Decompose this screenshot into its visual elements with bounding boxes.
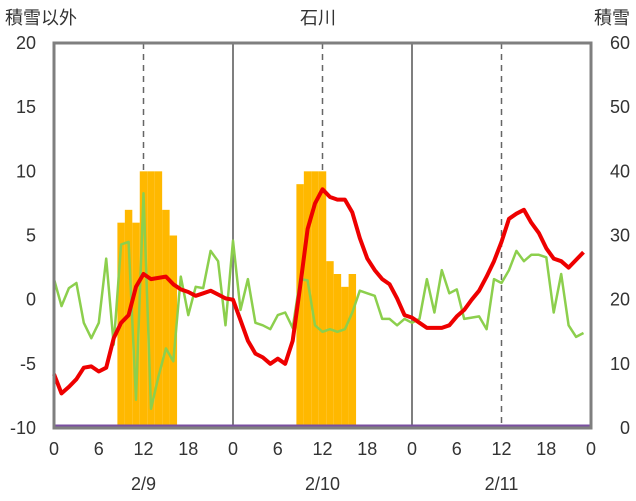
- snow-depth-bar: [296, 184, 304, 428]
- snow-depth-bar: [169, 235, 178, 428]
- x-hour-tick: 12: [312, 439, 332, 459]
- x-hour-tick: 0: [407, 439, 417, 459]
- snow-depth-bar: [147, 171, 155, 429]
- snow-depth-bar: [303, 171, 312, 429]
- snow-depth-bar: [124, 209, 133, 428]
- x-hour-tick: 0: [49, 439, 59, 459]
- x-hour-tick: 6: [94, 439, 104, 459]
- snow-depth-bar: [333, 274, 342, 428]
- x-hour-tick: 6: [273, 439, 283, 459]
- snow-depth-bar: [162, 209, 170, 428]
- left-axis-tick: 10: [16, 161, 36, 181]
- snow-depth-bars: [117, 171, 357, 429]
- plot-frame: [52, 41, 593, 430]
- snow-depth-bar: [139, 171, 148, 429]
- right-axis-tick: 30: [610, 226, 630, 246]
- snow-depth-bar: [326, 261, 334, 428]
- snow-depth-bar: [311, 171, 319, 429]
- right-axis-tick: 50: [610, 97, 630, 117]
- left-axis-tick: 20: [16, 33, 36, 53]
- right-axis-tick: 40: [610, 161, 630, 181]
- snow-depth-bar: [348, 274, 357, 428]
- snow-depth-bar: [318, 171, 327, 429]
- snow-depth-bar: [132, 222, 140, 428]
- left-axis-tick: 5: [26, 226, 36, 246]
- red-series-line: [52, 187, 585, 396]
- left-axis-label: 積雪以外: [5, 8, 77, 28]
- x-hour-tick: 6: [452, 439, 462, 459]
- right-axis-tick: 0: [620, 418, 630, 438]
- snow-depth-bar: [341, 286, 349, 428]
- chart-title: 石川: [300, 8, 336, 28]
- left-axis-tick: -10: [10, 418, 36, 438]
- x-hour-tick: 0: [228, 439, 238, 459]
- x-hour-tick: 0: [586, 439, 596, 459]
- day-label: 2/9: [131, 474, 156, 494]
- x-hour-tick: 18: [536, 439, 556, 459]
- right-axis-tick: 60: [610, 33, 630, 53]
- series-lines: [52, 187, 591, 428]
- x-hour-tick: 12: [133, 439, 153, 459]
- right-axis-tick: 10: [610, 354, 630, 374]
- day-label: 2/10: [305, 474, 340, 494]
- left-axis-tick: 0: [26, 290, 36, 310]
- x-hour-tick: 18: [357, 439, 377, 459]
- left-axis-tick: 15: [16, 97, 36, 117]
- green-series-line: [52, 191, 585, 411]
- right-axis-tick: 20: [610, 290, 630, 310]
- right-axis-label: 積雪: [594, 8, 630, 28]
- x-hour-tick: 18: [178, 439, 198, 459]
- day-label: 2/11: [485, 474, 519, 494]
- x-hour-tick: 12: [491, 439, 511, 459]
- left-axis-tick: -5: [20, 354, 36, 374]
- snow-depth-bar: [154, 171, 163, 429]
